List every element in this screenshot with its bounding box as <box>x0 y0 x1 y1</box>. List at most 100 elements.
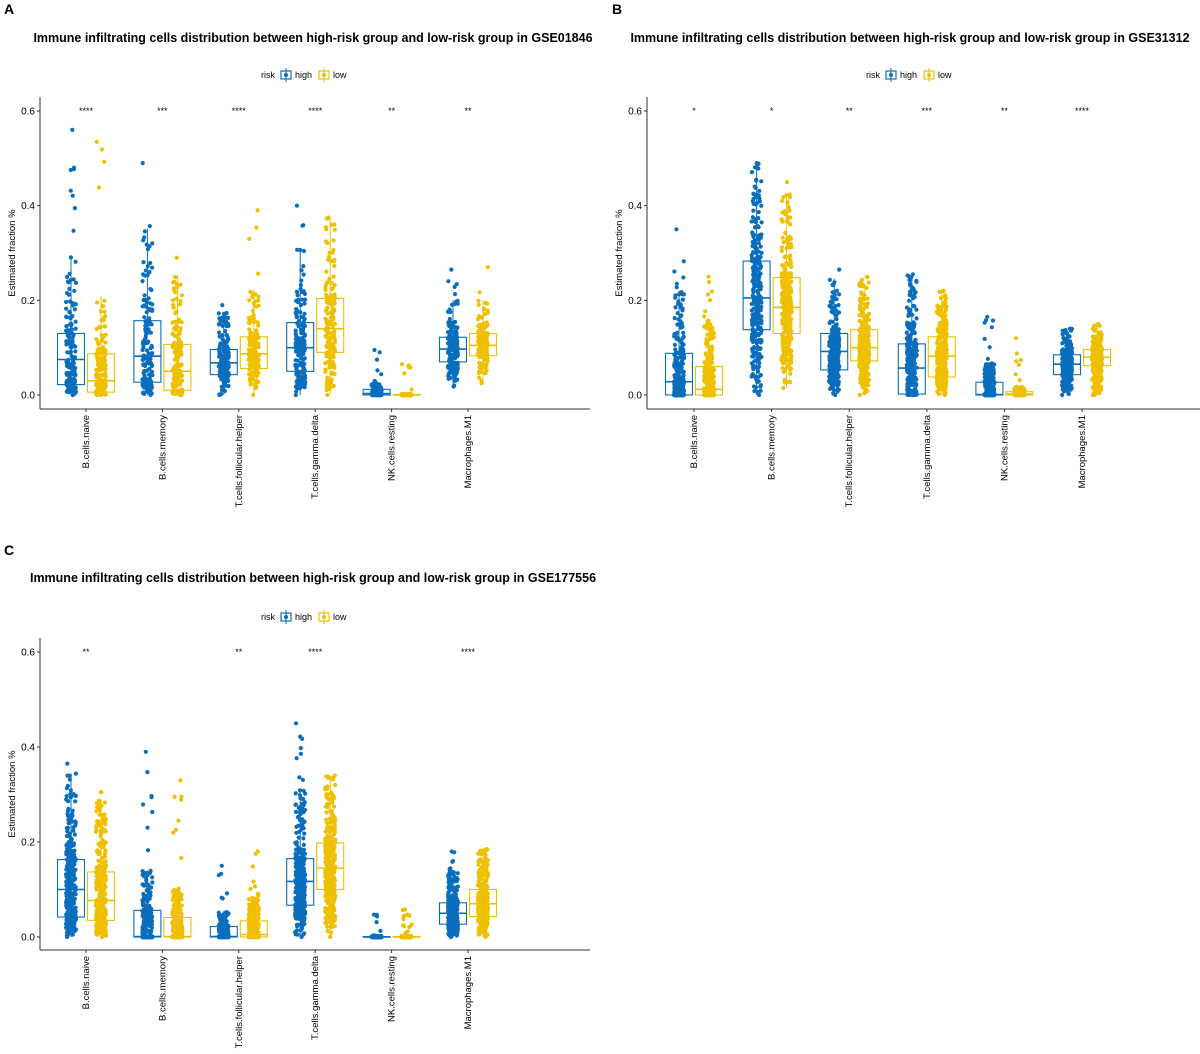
data-point <box>332 227 337 232</box>
data-point <box>217 334 222 339</box>
data-point <box>221 311 227 316</box>
data-point <box>859 351 865 356</box>
jitter-points <box>904 272 919 398</box>
data-point <box>865 379 870 384</box>
data-point <box>755 254 760 259</box>
data-point <box>409 387 414 392</box>
data-point <box>942 331 947 336</box>
data-point <box>860 311 865 316</box>
data-point <box>1014 359 1019 364</box>
data-point <box>142 235 147 240</box>
data-point <box>681 275 686 280</box>
data-point <box>674 227 679 232</box>
data-point <box>482 312 487 317</box>
data-point <box>294 307 299 312</box>
y-tick-label: 0.2 <box>628 296 642 307</box>
data-point <box>297 352 302 357</box>
box-low <box>850 274 879 398</box>
chart-title: Immune infiltrating cells distribution b… <box>630 31 1189 45</box>
data-point <box>485 308 490 313</box>
data-point <box>172 288 177 293</box>
data-point <box>302 348 307 353</box>
data-point <box>142 363 148 369</box>
data-point <box>832 290 837 295</box>
data-point <box>942 368 947 373</box>
data-point <box>226 315 231 320</box>
y-axis-label: Estimated fraction % <box>614 209 625 297</box>
data-point <box>484 368 489 373</box>
data-point <box>330 324 335 329</box>
data-point <box>751 280 756 285</box>
data-point <box>789 275 794 280</box>
legend-key-point <box>284 73 288 77</box>
box-low <box>316 215 345 398</box>
data-point <box>73 259 78 264</box>
data-point <box>454 371 459 376</box>
data-point <box>64 323 69 329</box>
data-point <box>866 333 872 338</box>
data-point <box>293 384 298 389</box>
data-point <box>323 316 328 321</box>
data-point <box>750 265 755 270</box>
data-point <box>73 319 78 324</box>
data-point <box>148 356 153 361</box>
data-point <box>374 392 379 398</box>
data-point <box>680 297 686 302</box>
data-point <box>785 236 790 241</box>
data-point <box>327 254 332 260</box>
data-point <box>709 353 714 358</box>
data-point <box>94 351 99 356</box>
data-point <box>255 334 260 339</box>
data-point <box>70 300 75 306</box>
data-point <box>831 391 836 396</box>
data-point <box>672 316 677 321</box>
data-point <box>759 250 764 255</box>
data-point <box>70 193 75 198</box>
data-point <box>223 319 228 324</box>
data-point <box>148 287 153 292</box>
jitter-points <box>982 314 997 398</box>
data-point <box>94 139 99 144</box>
data-point <box>248 380 253 385</box>
data-point <box>781 264 786 269</box>
data-point <box>150 241 155 246</box>
data-point <box>710 385 715 390</box>
data-point <box>177 338 182 343</box>
data-point <box>294 333 299 338</box>
data-point <box>751 296 756 301</box>
data-point <box>759 179 764 184</box>
data-point <box>225 355 230 360</box>
box-low <box>163 255 192 398</box>
data-point <box>751 208 756 213</box>
data-point <box>789 264 794 269</box>
data-point <box>144 304 149 309</box>
data-point <box>675 311 680 316</box>
legend-title: risk <box>866 70 880 80</box>
data-point <box>935 340 940 345</box>
data-point <box>864 325 869 330</box>
data-point <box>755 332 760 337</box>
data-point <box>913 337 918 342</box>
data-point <box>673 295 678 300</box>
data-point <box>455 301 460 306</box>
data-point <box>65 274 70 280</box>
data-point <box>67 286 72 291</box>
data-point <box>941 387 946 392</box>
data-point <box>324 299 329 304</box>
box-low <box>239 208 268 398</box>
data-point <box>178 341 183 346</box>
data-point <box>702 314 707 319</box>
data-point <box>446 365 451 370</box>
data-point <box>246 316 251 321</box>
data-point <box>943 338 948 344</box>
data-point <box>68 322 73 327</box>
data-point <box>225 321 230 326</box>
data-point <box>73 349 78 354</box>
jitter-points <box>1012 336 1027 398</box>
data-point <box>754 178 759 183</box>
box-high <box>820 267 849 398</box>
data-point <box>675 322 680 327</box>
data-point <box>102 298 107 303</box>
data-point <box>779 217 784 222</box>
data-point <box>142 293 147 298</box>
